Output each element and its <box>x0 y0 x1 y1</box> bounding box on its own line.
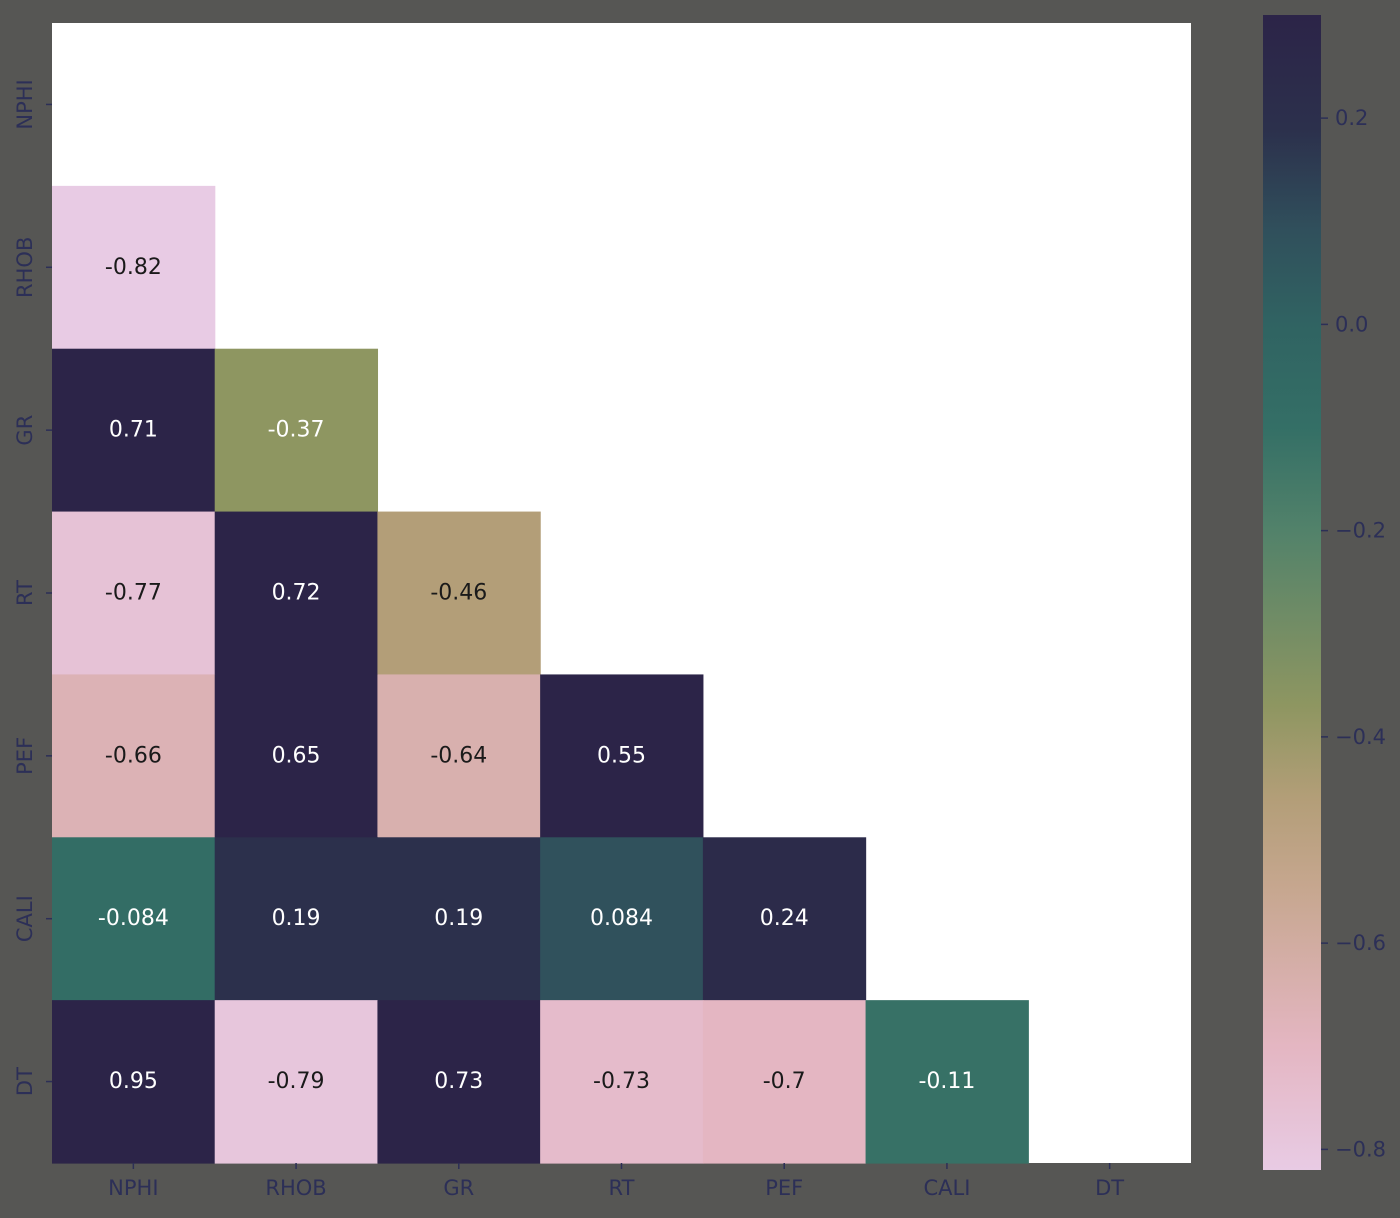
x-tick-label: GR <box>443 1176 474 1200</box>
colorbar-tick-label: −0.4 <box>1335 725 1386 749</box>
cell-value-label: -0.11 <box>918 1069 975 1094</box>
x-tick-labels: NPHI RHOB GR RT PEF CALI DT <box>108 1163 1124 1200</box>
heatmap-cell <box>214 348 379 513</box>
heatmap-cell <box>214 674 379 838</box>
heatmap-cell <box>865 1000 1029 1164</box>
heatmap-cell <box>214 511 379 676</box>
heatmap-cell <box>540 837 704 1001</box>
heatmap-cell <box>52 348 216 513</box>
y-tick-labels: NPHI RHOB GR RT PEF CALI DT <box>13 79 52 1096</box>
heatmap-cells: -0.82 0.71 -0.37 -0.77 0.72 -0.46 -0.66 0.65 -0.… <box>52 185 1029 1164</box>
x-tick-label: RHOB <box>265 1176 326 1200</box>
cell-value-label: -0.37 <box>268 418 325 443</box>
heatmap-cell <box>377 674 541 838</box>
x-tick-label: DT <box>1095 1176 1124 1200</box>
colorbar-gradient <box>1263 15 1321 1170</box>
y-tick-label: NPHI <box>13 79 37 129</box>
heatmap-cell <box>540 1000 704 1164</box>
y-tick-label: RHOB <box>13 237 37 298</box>
x-tick-label: PEF <box>765 1176 803 1200</box>
y-tick-label: CALI <box>13 895 37 942</box>
cell-value-label: -0.7 <box>763 1069 806 1094</box>
x-tick-label: CALI <box>923 1176 970 1200</box>
cell-value-label: 0.72 <box>272 581 321 606</box>
heatmap-cell <box>377 1000 541 1164</box>
x-tick-label: NPHI <box>108 1176 158 1200</box>
cell-value-label: -0.79 <box>268 1069 325 1094</box>
y-tick-label: DT <box>13 1067 37 1096</box>
colorbar-tick-label: −0.2 <box>1335 519 1386 543</box>
cell-value-label: -0.084 <box>98 906 169 931</box>
heatmap-cell <box>52 511 216 676</box>
x-tick-label: RT <box>609 1176 635 1200</box>
cell-value-label: -0.46 <box>430 581 487 606</box>
cell-value-label: 0.55 <box>597 743 646 768</box>
y-tick-label: GR <box>13 415 37 446</box>
colorbar-tick-label: −0.8 <box>1335 1137 1386 1161</box>
heatmap-cell <box>214 1000 379 1164</box>
y-tick-label: PEF <box>13 737 37 775</box>
heatmap-cell <box>702 837 867 1001</box>
heatmap-cell <box>52 837 216 1001</box>
heatmap-cell <box>52 674 216 838</box>
y-tick-label: RT <box>13 580 37 606</box>
heatmap-cell <box>377 511 541 676</box>
heatmap-cell <box>702 1000 867 1164</box>
cell-value-label: -0.77 <box>105 581 162 606</box>
cell-value-label: 0.95 <box>109 1069 158 1094</box>
cell-value-label: 0.24 <box>760 906 809 931</box>
cell-value-label: 0.73 <box>434 1069 483 1094</box>
heatmap-cell <box>52 185 216 350</box>
cell-value-label: 0.19 <box>434 906 483 931</box>
heatmap-cell <box>214 837 379 1001</box>
cell-value-label: 0.084 <box>590 906 653 931</box>
heatmap-cell <box>540 674 704 838</box>
cell-value-label: 0.71 <box>109 418 158 443</box>
heatmap-cell <box>377 837 541 1001</box>
cell-value-label: -0.66 <box>105 743 162 768</box>
heatmap-cell <box>52 1000 216 1164</box>
cell-value-label: 0.65 <box>272 743 321 768</box>
cell-value-label: -0.73 <box>593 1069 650 1094</box>
cell-value-label: -0.82 <box>105 255 162 280</box>
colorbar-tick-label: 0.0 <box>1335 312 1368 336</box>
cell-value-label: -0.64 <box>430 743 487 768</box>
cell-value-label: 0.19 <box>272 906 321 931</box>
colorbar-tick-label: −0.6 <box>1335 931 1386 955</box>
colorbar: 0.2 0.0 −0.2 −0.4 −0.6 −0.8 <box>1263 15 1386 1170</box>
colorbar-tick-label: 0.2 <box>1335 106 1368 130</box>
